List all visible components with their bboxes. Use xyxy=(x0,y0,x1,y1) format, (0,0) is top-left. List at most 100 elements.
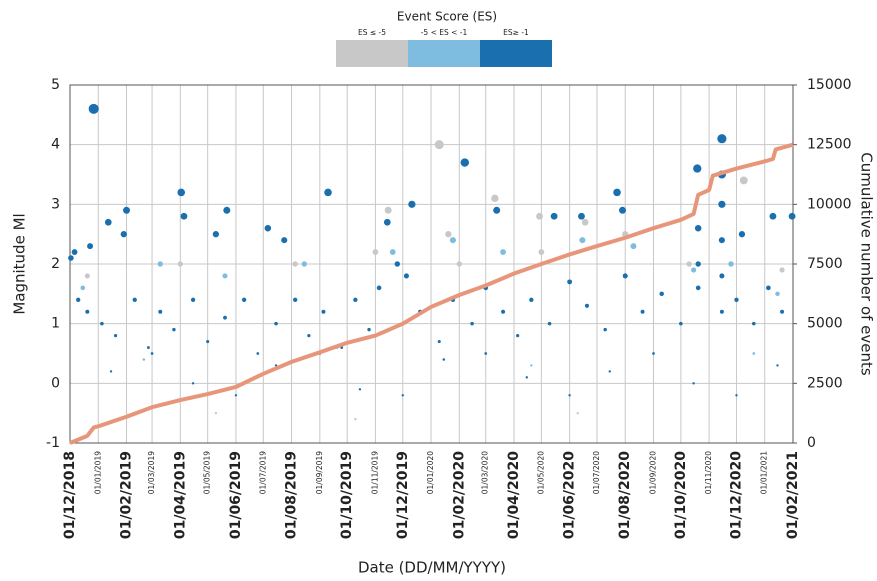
data-point xyxy=(613,188,621,197)
data-point xyxy=(120,231,127,238)
y-tick-label: 1 xyxy=(51,316,60,332)
y-axis-label: Magnitude Ml xyxy=(11,213,29,314)
data-point xyxy=(584,303,590,308)
data-point xyxy=(728,261,734,267)
data-point xyxy=(403,273,409,279)
y-tick-label: 0 xyxy=(51,375,60,391)
data-point xyxy=(353,297,358,302)
legend-swatch xyxy=(408,40,480,67)
data-point xyxy=(608,370,611,373)
data-point xyxy=(493,206,501,214)
y-tick-label: 2 xyxy=(51,256,60,272)
legend-title: Event Score (ES) xyxy=(397,10,497,24)
data-point xyxy=(358,388,362,391)
data-point xyxy=(718,237,725,244)
data-point xyxy=(603,327,607,332)
data-point xyxy=(104,218,112,226)
data-point xyxy=(500,249,506,255)
data-point xyxy=(679,321,683,326)
data-point xyxy=(640,309,645,314)
data-point xyxy=(456,261,463,267)
data-point xyxy=(172,327,176,332)
data-point xyxy=(223,206,231,214)
x-tick-label: 01/12/2018 xyxy=(62,451,78,539)
data-point xyxy=(622,273,628,279)
data-point xyxy=(142,358,146,361)
data-point xyxy=(445,231,452,238)
data-point xyxy=(214,411,218,415)
data-point xyxy=(389,249,396,255)
data-point xyxy=(301,261,308,267)
x-tick-label: 01/04/2020 xyxy=(506,451,522,539)
data-point xyxy=(68,255,74,261)
x-tick-label: 01/05/2020 xyxy=(536,451,545,494)
x-tick-label: 01/08/2019 xyxy=(284,451,300,539)
x-tick-label: 01/04/2019 xyxy=(172,451,188,539)
data-point xyxy=(367,327,371,332)
data-point xyxy=(401,394,404,397)
data-point xyxy=(695,285,701,291)
x-tick-label: 01/09/2020 xyxy=(649,451,658,494)
data-point xyxy=(434,140,444,150)
data-point xyxy=(751,321,756,326)
data-point xyxy=(659,291,664,297)
data-point xyxy=(87,243,94,250)
data-point xyxy=(460,158,470,167)
data-point xyxy=(738,231,746,238)
x-tick-label: 01/01/2020 xyxy=(426,451,435,494)
data-point xyxy=(293,297,298,302)
cumulative-line xyxy=(69,142,794,445)
data-point xyxy=(719,309,724,314)
y2-tick-label: 12500 xyxy=(807,137,852,153)
data-point xyxy=(274,321,278,326)
x-axis-label: Date (DD/MM/YYYY) xyxy=(358,559,506,577)
data-point xyxy=(780,309,785,314)
legend-swatch xyxy=(336,40,408,67)
data-point xyxy=(264,224,272,232)
y-tick-label: -1 xyxy=(46,435,60,451)
data-point xyxy=(324,188,332,197)
data-point xyxy=(491,194,499,203)
data-point xyxy=(191,382,195,385)
x-tick-label: 01/02/2021 xyxy=(785,451,801,539)
data-point xyxy=(180,212,188,220)
data-point xyxy=(376,285,382,291)
data-point xyxy=(256,352,260,355)
data-point xyxy=(241,297,247,302)
x-tick-label: 01/07/2019 xyxy=(258,451,267,494)
plot-frame xyxy=(69,84,794,444)
data-point xyxy=(694,224,702,232)
legend-label: ES≥ -1 xyxy=(503,28,529,37)
x-tick-label: 01/01/2021 xyxy=(760,451,769,494)
data-point xyxy=(525,376,528,379)
data-point xyxy=(734,297,739,302)
data-point xyxy=(321,309,326,314)
data-point xyxy=(766,285,771,291)
x-tick-label: 01/11/2019 xyxy=(370,451,379,494)
x-tick-label: 01/08/2020 xyxy=(617,451,633,539)
x-tick-label: 01/03/2019 xyxy=(147,451,156,494)
data-point xyxy=(529,297,534,302)
data-point xyxy=(212,231,220,238)
data-point xyxy=(567,279,573,285)
y-tick-label: 5 xyxy=(51,77,60,93)
legend-label: -5 < ES < -1 xyxy=(421,28,468,37)
data-point xyxy=(71,249,78,255)
y2-tick-label: 0 xyxy=(807,435,816,451)
data-point xyxy=(372,249,379,255)
data-point xyxy=(100,321,104,326)
data-point xyxy=(530,364,533,367)
y2-tick-label: 2500 xyxy=(807,375,843,391)
data-point xyxy=(717,134,727,144)
data-point xyxy=(132,297,137,302)
data-point xyxy=(538,249,545,255)
data-point xyxy=(281,237,288,244)
data-point xyxy=(752,352,756,355)
data-point xyxy=(394,261,401,267)
x-tick-label: 01/05/2019 xyxy=(203,451,212,494)
data-point xyxy=(788,212,796,220)
data-point xyxy=(630,243,637,250)
data-point xyxy=(158,309,163,314)
data-point xyxy=(692,382,695,385)
